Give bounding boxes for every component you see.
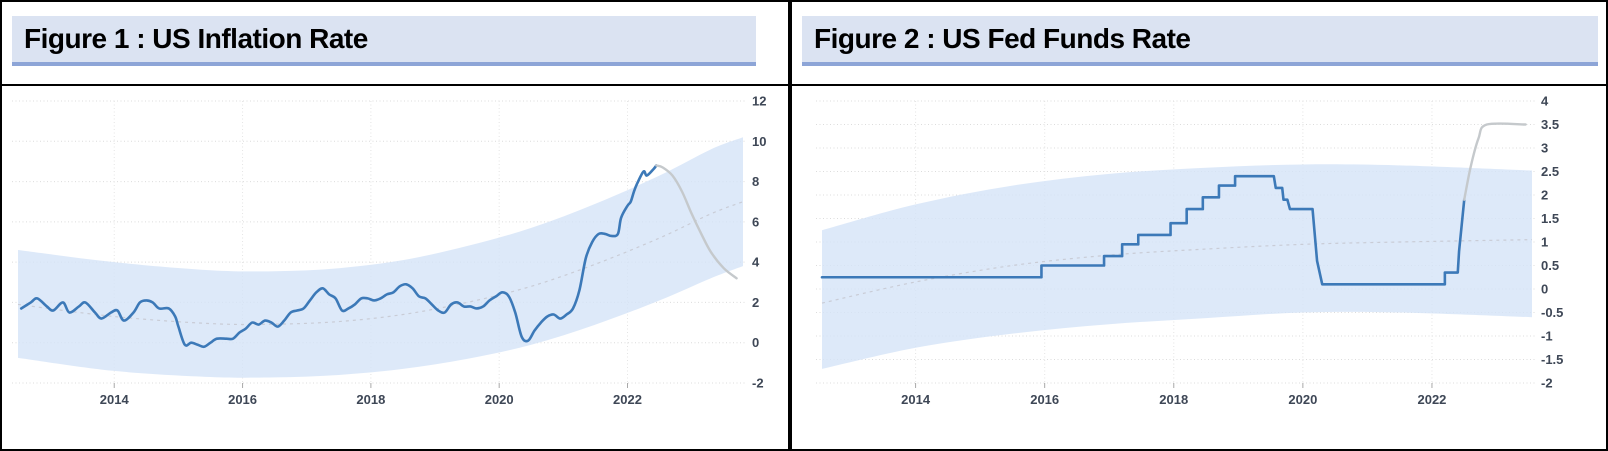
y-axis-tick-label: 3.5 bbox=[1541, 117, 1559, 132]
y-axis-tick-label: 2 bbox=[752, 295, 759, 310]
figure1-title-bar: Figure 1 : US Inflation Rate bbox=[12, 16, 756, 66]
y-axis-tick-label: 4 bbox=[752, 255, 760, 270]
y-axis-tick-label: -2 bbox=[1541, 376, 1553, 391]
figure2-panel: Figure 2 : US Fed Funds Rate 4 3.5 3 2.5 2 1.… bbox=[792, 2, 1606, 449]
figure1-chart-area: 12 10 8 6 4 2 0 -2 2014 2016 2018 2020 2022 bbox=[2, 86, 788, 449]
y-axis-tick-label: 10 bbox=[752, 134, 766, 149]
y-axis-tick-label: 2.5 bbox=[1541, 164, 1559, 179]
forecast-confidence-band bbox=[18, 137, 743, 378]
us-fed-funds-rate-chart: 4 3.5 3 2.5 2 1.5 1 0.5 0 -0.5 -1 -1.5 -2 2014 2016 201… bbox=[816, 94, 1563, 407]
us-fed-funds-rate-history-line bbox=[820, 174, 1466, 286]
y-axis-tick-label: 0 bbox=[752, 335, 759, 350]
y-axis-tick-label: 4 bbox=[1541, 94, 1549, 109]
y-axis-tick-label: -1 bbox=[1541, 329, 1553, 344]
x-axis-tick-label: 2014 bbox=[100, 392, 130, 407]
x-axis-tick-label: 2018 bbox=[356, 392, 385, 407]
figure2-title-row: Figure 2 : US Fed Funds Rate bbox=[792, 2, 1606, 86]
y-axis-tick-label: 6 bbox=[752, 214, 759, 229]
x-axis-tick-label: 2014 bbox=[901, 392, 931, 407]
figure2-title: Figure 2 : US Fed Funds Rate bbox=[814, 23, 1191, 54]
x-axis-tick-label: 2018 bbox=[1159, 392, 1188, 407]
figure2-chart-area: 4 3.5 3 2.5 2 1.5 1 0.5 0 -0.5 -1 -1.5 -2 2014 2016 201… bbox=[792, 86, 1606, 449]
figure1-panel: Figure 1 : US Inflation Rate 12 10 8 6 4 2 0 -2… bbox=[2, 2, 792, 449]
forecast-confidence-band bbox=[822, 164, 1532, 369]
x-axis-tick-label: 2016 bbox=[1030, 392, 1059, 407]
trend-midline-line bbox=[17, 201, 744, 326]
y-axis-tick-label: 1.5 bbox=[1541, 211, 1559, 226]
y-axis-tick-label: -1.5 bbox=[1541, 352, 1563, 367]
y-axis-tick-label: -0.5 bbox=[1541, 305, 1563, 320]
y-axis-tick-label: 0 bbox=[1541, 282, 1548, 297]
x-axis-tick-label: 2020 bbox=[1288, 392, 1317, 407]
us-inflation-rate-chart: 12 10 8 6 4 2 0 -2 2014 2016 2018 2020 2022 bbox=[12, 94, 766, 407]
y-axis-tick-label: -2 bbox=[752, 376, 764, 391]
y-axis-tick-label: 2 bbox=[1541, 188, 1548, 203]
x-axis-tick-label: 2020 bbox=[485, 392, 514, 407]
y-axis-tick-label: 1 bbox=[1541, 235, 1548, 250]
x-axis-tick-label: 2016 bbox=[228, 392, 257, 407]
figure2-title-bar: Figure 2 : US Fed Funds Rate bbox=[802, 16, 1598, 66]
trend-midline-line bbox=[821, 239, 1533, 304]
y-axis-tick-label: 3 bbox=[1541, 141, 1548, 156]
x-axis-tick-label: 2022 bbox=[613, 392, 642, 407]
y-axis-tick-label: 0.5 bbox=[1541, 258, 1559, 273]
us-inflation-rate-forecast-line bbox=[655, 164, 738, 280]
figure1-title-row: Figure 1 : US Inflation Rate bbox=[2, 2, 788, 86]
y-axis-tick-label: 12 bbox=[752, 94, 766, 109]
us-inflation-rate-history-line bbox=[19, 164, 658, 349]
figure1-title: Figure 1 : US Inflation Rate bbox=[24, 23, 368, 54]
us-fed-funds-rate-forecast-line bbox=[1463, 122, 1527, 201]
y-axis-tick-label: 8 bbox=[752, 174, 759, 189]
x-axis-tick-label: 2022 bbox=[1417, 392, 1446, 407]
